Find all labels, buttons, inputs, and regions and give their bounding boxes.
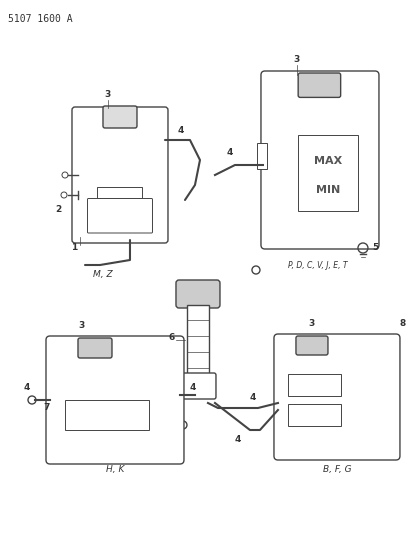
Text: 4: 4	[235, 435, 241, 444]
Text: MIN: MIN	[316, 184, 340, 195]
Text: H, K: H, K	[106, 465, 124, 474]
Text: M, Z: M, Z	[93, 270, 113, 279]
Text: 7: 7	[44, 403, 50, 412]
FancyBboxPatch shape	[87, 198, 153, 233]
Bar	[187, 305, 209, 375]
Text: 1: 1	[71, 244, 77, 253]
Text: B, F, G: B, F, G	[323, 465, 351, 474]
Text: P, D, C, V, J, E, T: P, D, C, V, J, E, T	[288, 261, 348, 270]
Text: 4: 4	[250, 393, 256, 402]
FancyBboxPatch shape	[46, 336, 184, 464]
Bar	[98, 187, 142, 198]
FancyBboxPatch shape	[180, 373, 216, 399]
FancyBboxPatch shape	[176, 280, 220, 308]
Text: 6: 6	[169, 333, 175, 342]
Text: 5107 1600 A: 5107 1600 A	[8, 14, 73, 24]
Text: 3: 3	[309, 319, 315, 328]
FancyBboxPatch shape	[296, 336, 328, 355]
Bar	[288, 374, 341, 396]
Bar	[65, 400, 149, 430]
Text: 2: 2	[55, 205, 61, 214]
Bar	[288, 404, 341, 426]
Bar	[298, 134, 359, 211]
Text: 8: 8	[400, 319, 406, 328]
FancyBboxPatch shape	[298, 73, 341, 98]
Text: 3: 3	[79, 321, 85, 330]
FancyBboxPatch shape	[274, 334, 400, 460]
FancyBboxPatch shape	[103, 106, 137, 128]
FancyBboxPatch shape	[78, 338, 112, 358]
Text: 4: 4	[226, 148, 233, 157]
Text: MAX: MAX	[314, 156, 342, 166]
Text: 3: 3	[294, 55, 300, 64]
FancyBboxPatch shape	[72, 107, 168, 243]
Text: 3: 3	[105, 90, 111, 99]
Text: 4: 4	[190, 383, 196, 392]
FancyBboxPatch shape	[261, 71, 379, 249]
Text: 4: 4	[178, 126, 184, 135]
Text: 5: 5	[372, 243, 378, 252]
Bar	[257, 143, 267, 168]
Text: 4: 4	[24, 383, 30, 392]
